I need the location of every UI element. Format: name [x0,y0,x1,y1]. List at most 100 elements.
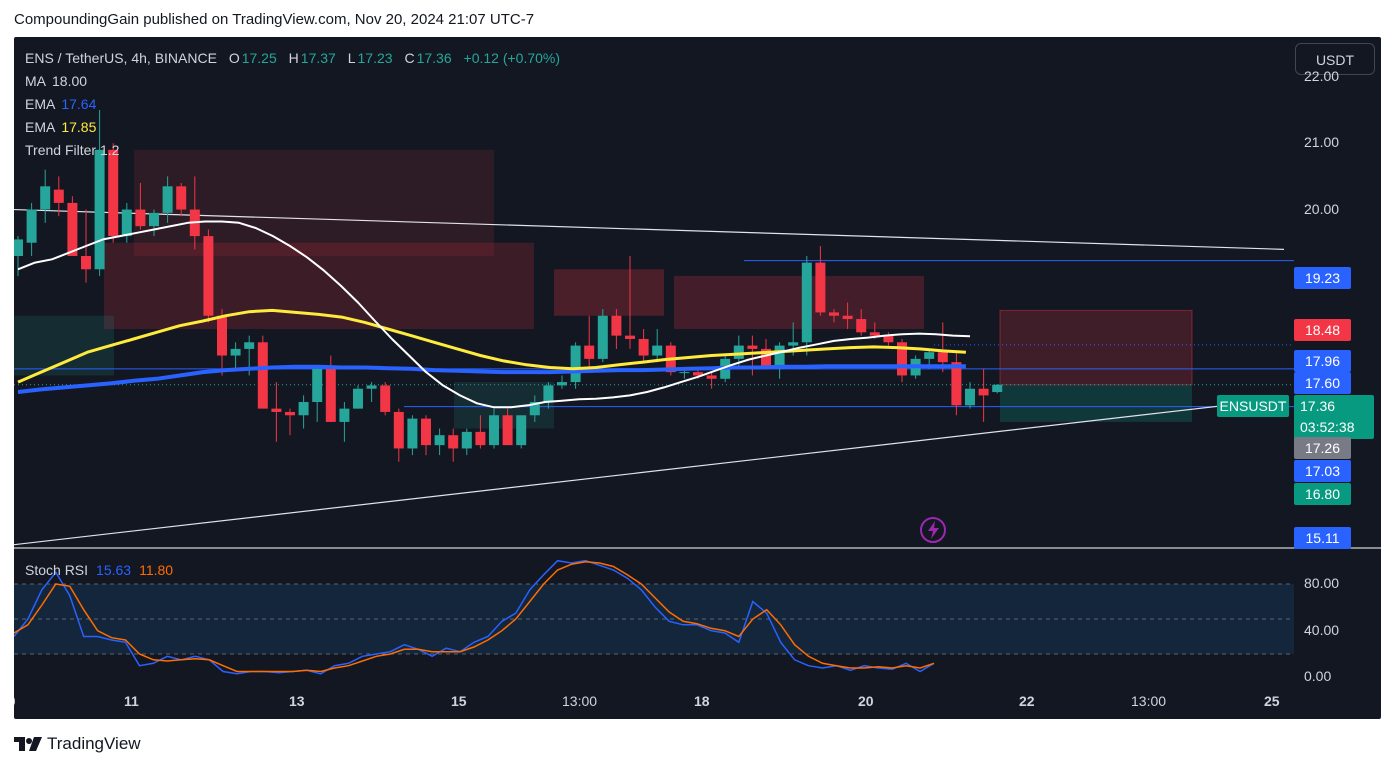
stoch-axis-label: 80.00 [1304,575,1340,591]
candle[interactable] [951,352,962,416]
candle[interactable] [842,302,853,329]
stop-zone[interactable] [999,309,1193,386]
time-axis-label: 18 [694,693,710,709]
price-tag: 18.48 [1294,319,1351,341]
candle[interactable] [815,246,826,316]
candle[interactable] [40,169,51,223]
candle[interactable] [529,395,540,422]
ema2-legend[interactable]: EMA 17.85 [25,119,98,135]
candle[interactable] [801,256,812,356]
candle[interactable] [638,329,649,363]
candle[interactable] [992,384,1003,394]
candle[interactable] [257,335,268,409]
symbol-legend[interactable]: ENS / TetherUS, 4h, BINANCE O 17.25 H 17.3… [25,50,562,66]
candle[interactable] [353,385,363,409]
candle[interactable] [312,368,323,422]
tradingview-logo[interactable]: TradingView [14,734,141,754]
candle[interactable] [162,176,173,223]
ema-yellow-line[interactable] [17,308,966,384]
candle[interactable] [897,338,907,383]
candle[interactable] [774,342,785,379]
ema-blue-line[interactable] [17,364,966,394]
high-label: H [288,50,299,66]
time-axis-label: 13:00 [1131,693,1167,709]
candle[interactable] [339,402,350,442]
lightning-icon[interactable] [920,517,946,543]
stoch-rsi-legend[interactable]: Stoch RSI 15.63 11.80 [25,562,175,578]
candle[interactable] [937,322,948,373]
candle[interactable] [978,368,989,422]
position-zone [999,309,1193,422]
trendline[interactable] [14,398,1285,546]
candle[interactable] [271,382,282,442]
candle[interactable] [611,309,622,349]
ma-white-line[interactable] [17,220,971,409]
moving-averages [17,220,971,409]
close-value: 17.36 [416,50,452,66]
chart-canvas[interactable] [14,37,1381,719]
candle[interactable] [230,342,241,369]
candle[interactable] [706,372,717,389]
candle[interactable] [570,342,581,389]
trend-filter-legend[interactable]: Trend Filter 1.2 [25,142,121,158]
open-value: 17.25 [241,50,277,66]
candle[interactable] [829,309,839,323]
candle[interactable] [434,428,445,456]
candle[interactable] [366,382,377,402]
stoch-rsi-pane [14,559,1294,675]
candle[interactable] [67,196,78,256]
candle[interactable] [652,329,663,363]
stoch-k-value: 15.63 [96,562,132,578]
candle[interactable] [516,415,527,449]
candle[interactable] [380,382,391,416]
candle[interactable] [475,415,486,449]
symbol-tag: ENSUSDT [1217,395,1289,417]
candle[interactable] [176,183,187,217]
ema1-legend[interactable]: EMA 17.64 [25,96,98,112]
tradingview-logo-text: TradingView [47,734,141,753]
open-label: O [228,50,240,66]
candle[interactable] [625,256,635,349]
candle[interactable] [121,202,132,243]
target-zone[interactable] [1000,384,1192,422]
candle[interactable] [393,408,404,462]
chart-frame[interactable]: ENS / TetherUS, 4h, BINANCE O 17.25 H 17.3… [14,37,1381,719]
candle[interactable] [407,415,418,456]
candle[interactable] [557,375,567,389]
candle[interactable] [461,428,472,456]
currency-button[interactable]: USDT [1295,43,1375,75]
stoch-axis-label: 40.00 [1304,621,1340,638]
ema1-label: EMA [25,96,56,112]
candle[interactable] [448,428,459,462]
stoch-k-line[interactable] [14,559,935,675]
trend-filter-label: Trend Filter 1.2 [25,142,120,158]
candle[interactable] [965,382,975,409]
ma-legend[interactable]: MA 18.00 [25,73,89,89]
candle[interactable] [489,408,499,449]
candle[interactable] [94,110,105,276]
candle[interactable] [217,309,227,376]
candle[interactable] [135,183,146,230]
trendline[interactable] [14,208,1285,250]
candle[interactable] [502,408,513,446]
candle[interactable] [149,209,159,237]
candle[interactable] [543,382,554,409]
price-tag: 19.23 [1294,267,1351,289]
price-axis-label: 22.00 [1304,67,1340,84]
stoch-d-line[interactable] [14,561,935,673]
candle[interactable] [584,315,595,369]
candles [14,110,1003,462]
candle[interactable] [597,309,608,363]
candle[interactable] [856,309,867,336]
stoch-d-value: 11.80 [139,562,174,578]
price-tag: 17.26 [1294,437,1351,459]
candle[interactable] [421,415,431,456]
candle[interactable] [285,408,295,436]
candle[interactable] [108,143,119,243]
candle[interactable] [26,202,37,256]
time-axis-label: 20 [858,693,874,709]
price-tag: 17.03 [1294,460,1351,482]
candle[interactable] [53,176,64,217]
candle[interactable] [203,229,214,323]
candle[interactable] [298,395,309,429]
